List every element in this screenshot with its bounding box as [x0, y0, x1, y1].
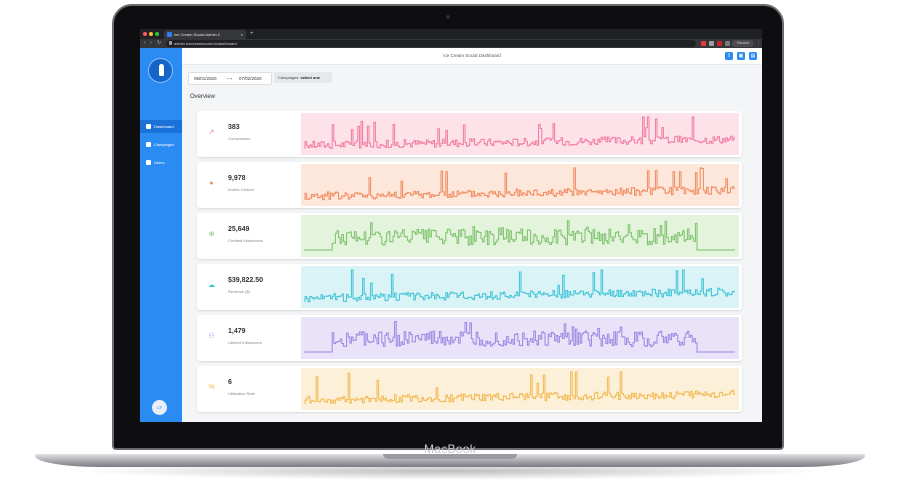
- ice-cream-logo-icon[interactable]: [148, 58, 173, 83]
- tab-title: Ice Cream Social Admin 2: [174, 32, 221, 37]
- grid-icon: [146, 124, 151, 129]
- metric-card[interactable]: ☁ $39,822.50 Revenue ($): [197, 264, 742, 310]
- sparkline-line: [304, 116, 735, 149]
- metric-value: 9,978: [228, 175, 246, 182]
- sidebar-item-dashboard[interactable]: Dashboard: [140, 120, 182, 133]
- date-range-picker[interactable]: 06/01/2020 ⟶ 07/02/2020: [188, 72, 272, 85]
- date-arrow-icon: ⟶: [226, 76, 233, 81]
- browser-tab[interactable]: Ice Cream Social Admin 2 ×: [164, 30, 246, 39]
- date-start[interactable]: 06/01/2020: [194, 76, 217, 81]
- sparkline-background: [301, 215, 739, 257]
- sparkline-background: [301, 368, 739, 410]
- tab-favicon-icon: [167, 32, 172, 37]
- new-tab-button[interactable]: +: [250, 31, 254, 37]
- user-check-icon: ⚇: [208, 333, 215, 340]
- pointer-icon: ●: [209, 180, 214, 187]
- bookmark-icon[interactable]: ▤: [749, 52, 757, 60]
- close-window-dot[interactable]: [143, 32, 147, 36]
- metric-card[interactable]: % 6 Utilization Rate: [197, 366, 742, 412]
- sidebar-item-campaigns[interactable]: Campaigns: [140, 138, 182, 151]
- profile-paused-badge[interactable]: Paused: [732, 40, 754, 47]
- laptop-base: [35, 454, 865, 467]
- tab-close-icon[interactable]: ×: [240, 32, 243, 37]
- megaphone-icon: [146, 142, 151, 147]
- lock-icon: [169, 41, 172, 45]
- sidebar-item-label: Campaigns: [154, 142, 175, 147]
- metric-label: Created Influencers: [228, 238, 263, 243]
- metric-label: Utilization Rate: [228, 391, 255, 396]
- sparkline-chart: [301, 113, 739, 155]
- metric-label: Invites Clicked: [228, 187, 254, 192]
- laptop-notch: [383, 454, 517, 459]
- reload-icon[interactable]: ↻: [157, 40, 162, 46]
- metric-value: 1,479: [228, 328, 246, 335]
- sparkline-chart: [301, 317, 739, 359]
- extension-icon-dark-red[interactable]: [717, 41, 722, 46]
- trend-icon: ↗: [208, 129, 215, 136]
- sparkline-chart: [301, 266, 739, 308]
- sparkline-background: [301, 317, 739, 359]
- sparkline-chart: [301, 368, 739, 410]
- forward-icon[interactable]: ›: [150, 40, 152, 46]
- metric-value: $39,822.50: [228, 277, 264, 284]
- metric-card[interactable]: ● 9,978 Invites Clicked: [197, 162, 742, 208]
- sparkline-chart: [301, 164, 739, 206]
- sparkline-line: [304, 220, 735, 251]
- campaign-select[interactable]: Campaigns: select one: [274, 72, 332, 83]
- metric-label: Utilized Influencers: [228, 340, 262, 345]
- maximize-window-dot[interactable]: [155, 32, 159, 36]
- upload-icon[interactable]: ⇪: [725, 52, 733, 60]
- sidebar-item-label: Users: [154, 160, 165, 165]
- screen: Ice Cream Social Admin 2 × + ‹ › ↻ admin…: [140, 29, 762, 422]
- users-icon: [146, 160, 151, 165]
- sparkline-background: [301, 113, 739, 155]
- address-text: admin.icecreamsocial.io/dashboard: [174, 41, 237, 46]
- date-end[interactable]: 07/02/2020: [239, 76, 262, 81]
- metric-label: Conversions: [228, 136, 251, 141]
- metric-value: 25,649: [228, 226, 250, 233]
- minimize-window-dot[interactable]: [149, 32, 153, 36]
- webcam: [446, 15, 450, 19]
- campaign-select-label: Campaigns:: [278, 75, 300, 80]
- metric-card[interactable]: ↗ 383 Conversions: [197, 111, 742, 157]
- back-icon[interactable]: ‹: [144, 40, 146, 46]
- metric-value: 6: [228, 379, 232, 386]
- sidebar: Dashboard Campaigns Users CF: [140, 48, 182, 422]
- browser-menu-icon[interactable]: ⋮: [756, 40, 761, 46]
- address-bar[interactable]: admin.icecreamsocial.io/dashboard: [166, 40, 696, 47]
- user-plus-icon: ⊕: [208, 231, 215, 238]
- extension-icon-gray[interactable]: [709, 41, 714, 46]
- save-icon[interactable]: ▣: [737, 52, 745, 60]
- sparkline-line: [304, 167, 735, 201]
- money-icon: ☁: [208, 282, 215, 289]
- sidebar-item-label: Dashboard: [154, 124, 174, 129]
- sidebar-item-users[interactable]: Users: [140, 156, 182, 169]
- sparkline-line: [304, 321, 735, 353]
- sparkline-chart: [301, 215, 739, 257]
- overview-heading: Overview: [190, 94, 216, 100]
- browser-toolbar: ‹ › ↻ admin.icecreamsocial.io/dashboard …: [140, 39, 762, 48]
- laptop-brand-label: MacBook: [423, 442, 477, 456]
- avatar[interactable]: CF: [152, 400, 167, 415]
- metric-label: Revenue ($): [228, 289, 251, 294]
- sparkline-background: [301, 266, 739, 308]
- campaign-select-value: select one: [300, 75, 321, 80]
- metric-card[interactable]: ⚇ 1,479 Utilized Influencers: [197, 315, 742, 361]
- sparkline-line: [304, 269, 735, 303]
- extension-icon-red[interactable]: [701, 41, 706, 46]
- sparkline-line: [304, 371, 735, 404]
- extension-icon-puzzle[interactable]: [725, 41, 730, 46]
- page-title: Ice Cream Social Dashboard: [443, 53, 501, 58]
- percent-icon: %: [208, 384, 215, 391]
- app-header: Ice Cream Social Dashboard ⇪ ▣ ▤: [182, 48, 762, 65]
- metric-card[interactable]: ⊕ 25,649 Created Influencers: [197, 213, 742, 259]
- metric-value: 383: [228, 124, 240, 131]
- browser-tab-strip: Ice Cream Social Admin 2 × +: [140, 29, 762, 39]
